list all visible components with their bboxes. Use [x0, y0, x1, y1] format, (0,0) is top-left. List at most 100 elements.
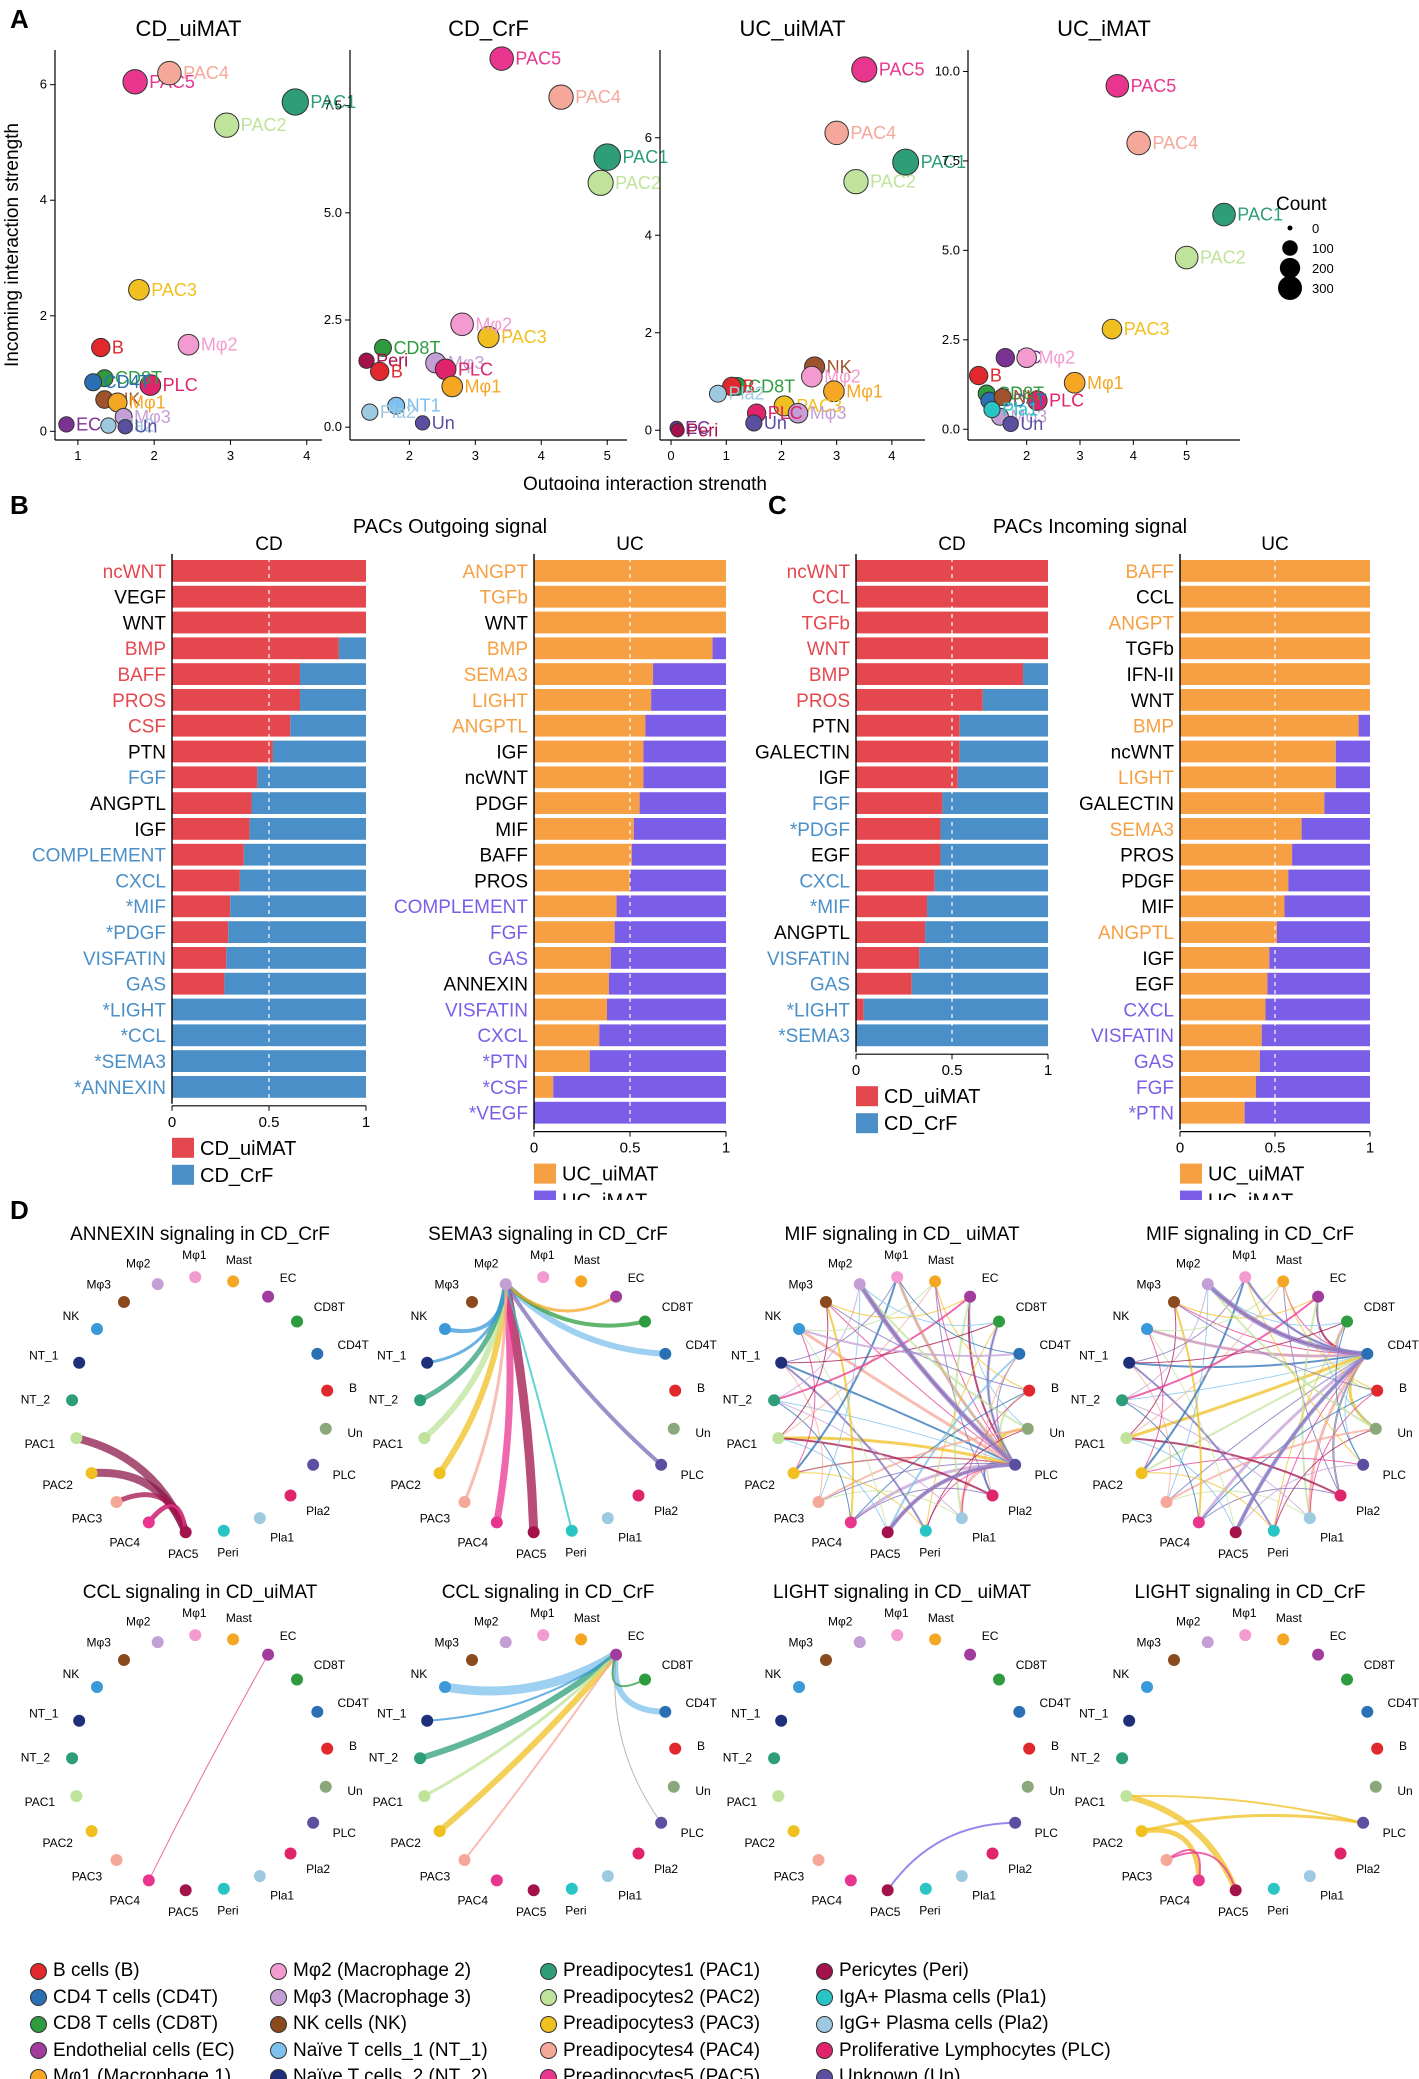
x-axis-title: Outgoing interaction strength — [523, 474, 767, 490]
panel-bc-bars: CDncWNTVEGFWNTBMPBAFFPROSCSFPTNFGFANGPTL… — [32, 534, 1374, 1200]
panel-d-networks: ANNEXIN signaling in CD_CrF Mast EC CD8T CD4… — [21, 1224, 1419, 1919]
edge-mast-to-b — [1282, 1280, 1378, 1392]
node-m-1 — [189, 1271, 202, 1284]
node-nt-1 — [1123, 1714, 1136, 1727]
bar-cd-crf-sema3 — [172, 1050, 366, 1072]
node-pac3 — [458, 1496, 471, 1509]
edge-pac5-to-plc — [886, 1821, 1017, 1892]
legend-item-preadipocytes3-pac3: Preadipocytes3 (PAC3) — [540, 2011, 760, 2038]
bar-uc-imat-light — [1335, 766, 1370, 789]
node-b — [1371, 1742, 1384, 1755]
legend-dot — [270, 1962, 287, 1980]
bar-label-fgf: FGF — [1136, 1078, 1174, 1099]
node-label-pac5: PAC5 — [1218, 1905, 1249, 1919]
node-label-cd4t: CD4T — [337, 1338, 369, 1352]
legend-dot — [540, 1989, 557, 2007]
x-tick-label: 3 — [472, 448, 479, 463]
point-m-1 — [441, 375, 464, 398]
node-pac1 — [772, 1432, 785, 1445]
edge-pac1-to-m-3 — [1125, 1301, 1177, 1439]
x-tick-label: 0.5 — [942, 1062, 963, 1079]
edge-plc-to-pac2 — [793, 1456, 1016, 1474]
edge-pla1-to-cd4t — [1308, 1352, 1369, 1520]
legend-dot — [540, 2042, 557, 2060]
node-label-pac1: PAC1 — [1075, 1437, 1106, 1451]
node-m-1 — [189, 1629, 202, 1642]
bar-label-gas: GAS — [1134, 1052, 1174, 1073]
node-mast — [929, 1633, 942, 1646]
panel-label-b: B — [10, 490, 29, 520]
node-pla2 — [986, 1847, 999, 1860]
edge-m-2-to-peri — [504, 1283, 573, 1532]
legend-item-preadipocytes1-pac1: Preadipocytes1 (PAC1) — [540, 1958, 760, 1985]
node-label-nt-1: NT_1 — [377, 1706, 407, 1720]
node-ec — [610, 1648, 623, 1661]
point-label-pac2: PAC2 — [1200, 248, 1246, 268]
edge-m-3-to-b — [1173, 1301, 1378, 1392]
node-nt-1 — [775, 1356, 788, 1369]
legend-label-cd-crf: CD_CrF — [200, 1165, 273, 1187]
point-label-un: Un — [1020, 414, 1043, 434]
node-nt-2 — [414, 1394, 427, 1407]
bars-title: CD — [255, 534, 282, 555]
bar-label-annexin: *ANNEXIN — [74, 1078, 166, 1099]
node-label-b: B — [1051, 1381, 1059, 1395]
node-label-pla2: Pla2 — [1008, 1504, 1032, 1518]
size-legend-circle — [1278, 276, 1302, 300]
network-title: CCL signaling in CD_uiMAT — [83, 1582, 318, 1603]
legend-swatch-cd-uimat — [172, 1137, 194, 1158]
y-tick-label: 5.0 — [942, 242, 960, 257]
edge-cd8t-to-peri — [925, 1321, 1000, 1532]
node-b — [321, 1384, 334, 1397]
legend-dot — [816, 2068, 833, 2079]
node-m-3 — [1167, 1296, 1180, 1309]
edge-pac3-to-nt-1 — [1128, 1362, 1172, 1503]
bar-cd-crf-pros — [300, 689, 366, 711]
edge-nt-2-to-m-2 — [773, 1283, 861, 1401]
x-tick-label: 1 — [1044, 1062, 1052, 1079]
point-label-pac4: PAC4 — [575, 87, 621, 107]
legend-item-m-1-macrophage-1: Mφ1 (Macrophage 1) — [30, 2064, 235, 2079]
node-label-cd8t: CD8T — [662, 1658, 694, 1672]
point-un — [1002, 415, 1019, 433]
bar-cd-uimat-csf — [172, 714, 291, 737]
bar-cd-crf-bmp — [338, 637, 366, 660]
node-label-pac1: PAC1 — [25, 1795, 56, 1809]
edge-nt-1-to-plc — [780, 1361, 1017, 1466]
node-pac5 — [179, 1526, 192, 1539]
legend-dot — [270, 2042, 287, 2060]
y-tick-label: 0.0 — [324, 419, 342, 434]
x-tick-label: 1 — [74, 448, 81, 463]
node-pac4 — [844, 1874, 857, 1887]
y-tick-label: 4 — [40, 192, 47, 207]
bar-cd-crf-angptl — [251, 792, 366, 814]
network-title: LIGHT signaling in CD_ uiMAT — [773, 1582, 1031, 1603]
edge-mast-to-pla2 — [1282, 1280, 1342, 1497]
node-label-pac4: PAC4 — [1160, 1893, 1191, 1907]
point-plc — [1027, 390, 1048, 411]
point-label-cd4t: CD4T — [1000, 391, 1047, 411]
edge-pac3-to-m-2 — [818, 1283, 861, 1503]
bar-label-angptl: ANGPTL — [774, 923, 850, 944]
node-peri — [919, 1882, 932, 1895]
node-pla1 — [601, 1512, 614, 1525]
node-m-3 — [117, 1654, 130, 1667]
bar-uc-uimat-fgf — [534, 921, 615, 943]
node-label-un: Un — [1397, 1784, 1412, 1798]
node-label-b: B — [1399, 1739, 1407, 1753]
node-label-cd4t: CD4T — [685, 1338, 717, 1352]
node-label-pac4: PAC4 — [110, 1893, 141, 1907]
edge-cd8t-to-plc — [1335, 1321, 1364, 1466]
node-label-pac3: PAC3 — [72, 1512, 103, 1526]
bar-uc-uimat-sema3 — [1180, 818, 1302, 840]
node-label-pac3: PAC3 — [420, 1512, 451, 1526]
node-ec — [964, 1290, 977, 1303]
panel-label-d: D — [10, 1195, 29, 1225]
legend-swatch-uc-uimat — [1180, 1163, 1202, 1184]
edge-ec-to-cd4t — [612, 1651, 669, 1715]
node-label-m-2: Mφ2 — [828, 1614, 853, 1628]
edge-pac1-to-ec — [422, 1653, 618, 1798]
y-tick-label: 0 — [40, 423, 47, 438]
edge-nt-1-to-m-1 — [1128, 1276, 1246, 1364]
bars-title: CD — [938, 534, 965, 555]
